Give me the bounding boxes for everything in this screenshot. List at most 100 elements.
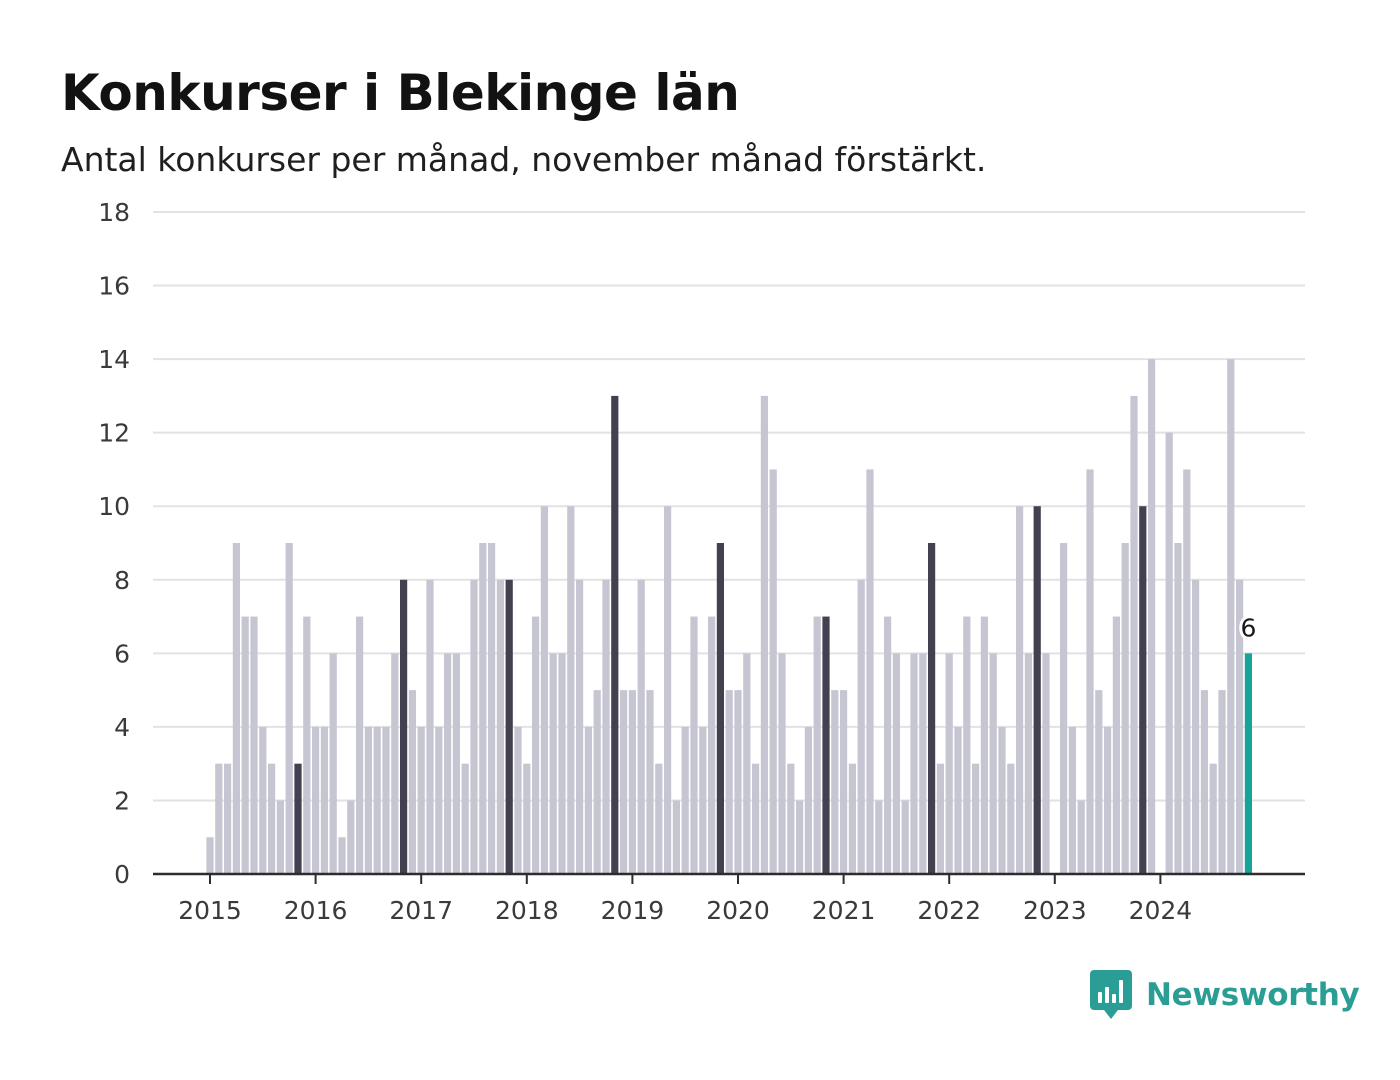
bar: [215, 763, 223, 874]
bar: [857, 579, 865, 874]
bar: [470, 579, 478, 874]
bar: [1236, 579, 1244, 874]
bar: [312, 726, 320, 874]
bar: [1095, 690, 1103, 874]
bar: [725, 690, 733, 874]
bar: [1148, 359, 1156, 874]
bar: [329, 653, 337, 874]
bar: [1121, 543, 1129, 874]
y-tick-label: 12: [98, 419, 130, 448]
bar: [752, 763, 760, 874]
bar: [435, 726, 443, 874]
bar: [479, 543, 487, 874]
bar: [831, 690, 839, 874]
bar: [620, 690, 628, 874]
bar: [514, 726, 522, 874]
bar: [804, 726, 812, 874]
bar: [338, 837, 346, 874]
bar: [417, 726, 425, 874]
bar: [840, 690, 848, 874]
x-tick-label: 2020: [706, 896, 770, 925]
bar: [593, 690, 601, 874]
bar: [232, 543, 240, 874]
bar: [822, 616, 830, 874]
bar: [1024, 653, 1032, 874]
bar: [796, 800, 804, 874]
bar: [540, 506, 548, 874]
bar: [408, 690, 416, 874]
bar: [452, 653, 460, 874]
bar: [734, 690, 742, 874]
bar: [1200, 690, 1208, 874]
bar: [285, 543, 293, 874]
bar: [628, 690, 636, 874]
bar: [637, 579, 645, 874]
bar: [382, 726, 390, 874]
x-tick-label: 2017: [389, 896, 453, 925]
bar: [1130, 395, 1138, 874]
bar: [1192, 579, 1200, 874]
grid-lines: [153, 211, 1305, 802]
x-axis-tick-labels: 2015 2016 2017 2018 2019 2020 2021 2022 2023 2024: [178, 896, 1192, 925]
bar: [391, 653, 399, 874]
bar: [1183, 469, 1191, 874]
bar: [558, 653, 566, 874]
bar: [1174, 543, 1182, 874]
bar: [488, 543, 496, 874]
bar: [1165, 432, 1173, 874]
bar: [567, 506, 575, 874]
bar: [444, 653, 452, 874]
bar: [373, 726, 381, 874]
bar: [760, 395, 768, 874]
bar: [532, 616, 540, 874]
bar: [576, 579, 584, 874]
bar: [884, 616, 892, 874]
bar: [813, 616, 821, 874]
bar: [426, 579, 434, 874]
bar: [1086, 469, 1094, 874]
bar: [989, 653, 997, 874]
bar: [1060, 543, 1068, 874]
latest-value-label: 6: [1240, 613, 1256, 642]
bar: [708, 616, 716, 874]
bar: [400, 579, 408, 874]
bar: [875, 800, 883, 874]
bars: [206, 359, 1252, 874]
x-tick-label: 2021: [812, 896, 876, 925]
x-tick-label: 2018: [495, 896, 559, 925]
bar: [954, 726, 962, 874]
bar: [611, 395, 619, 874]
bar: [1077, 800, 1085, 874]
bar: [364, 726, 372, 874]
bar: [699, 726, 707, 874]
bar: [998, 726, 1006, 874]
bar: [320, 726, 328, 874]
bar: [268, 763, 276, 874]
page-subtitle: Antal konkurser per månad, november måna…: [61, 140, 987, 179]
bar: [1104, 726, 1112, 874]
x-tick-label: 2023: [1023, 896, 1087, 925]
y-tick-label: 6: [114, 639, 130, 668]
y-tick-label: 0: [114, 860, 130, 889]
bar: [690, 616, 698, 874]
bar: [356, 616, 364, 874]
bar: [919, 653, 927, 874]
bar: [936, 763, 944, 874]
bar: [655, 763, 663, 874]
bar: [259, 726, 267, 874]
bar: [1218, 690, 1226, 874]
bar: [1042, 653, 1050, 874]
bar: [496, 579, 504, 874]
bar: [461, 763, 469, 874]
bar: [910, 653, 918, 874]
bar: [866, 469, 874, 874]
x-tick-label: 2015: [178, 896, 242, 925]
bar: [681, 726, 689, 874]
y-tick-label: 2: [114, 786, 130, 815]
bar: [901, 800, 909, 874]
bar: [928, 543, 936, 874]
bar: [1112, 616, 1120, 874]
bar: [1209, 763, 1217, 874]
bar: [945, 653, 953, 874]
x-tick-label: 2024: [1129, 896, 1193, 925]
